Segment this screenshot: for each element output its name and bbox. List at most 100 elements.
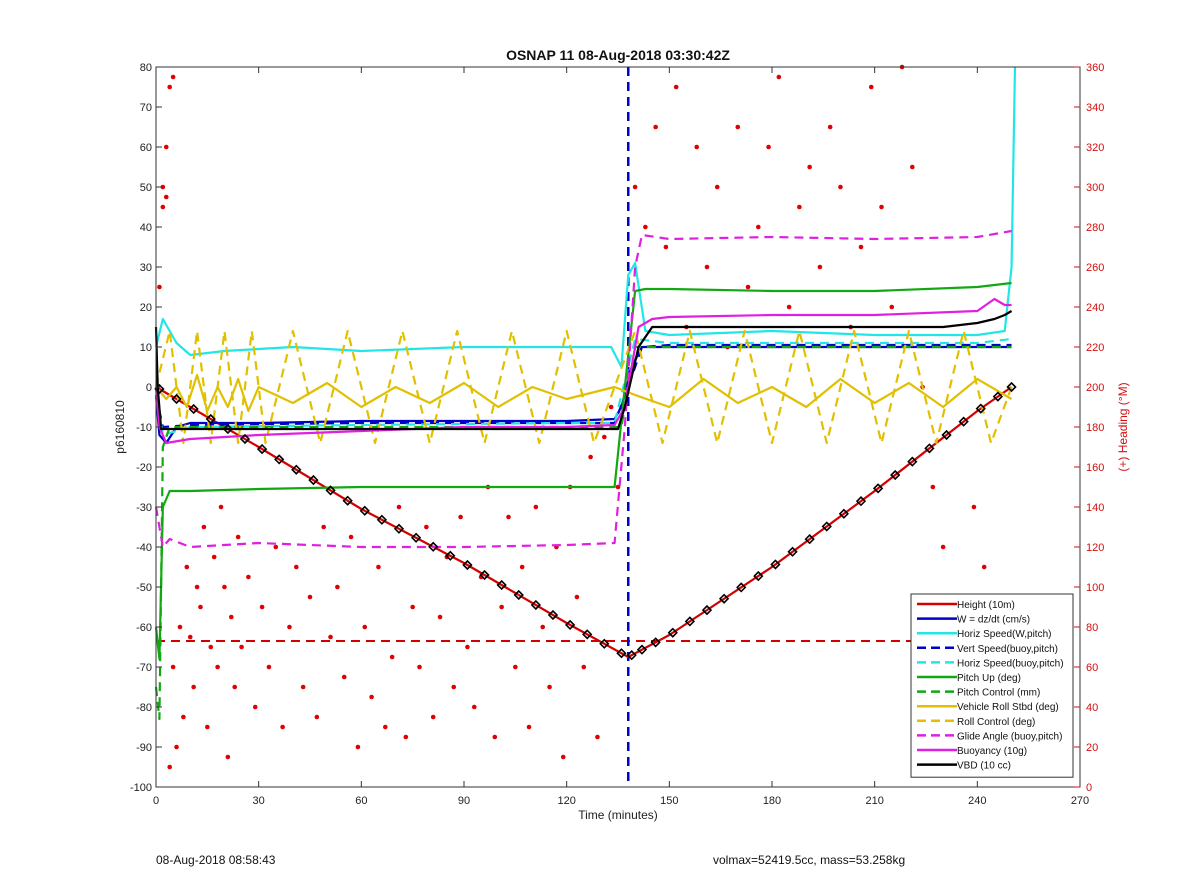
height-marker [496,579,507,591]
footer-stats: volmax=52419.5cc, mass=53.258kg [713,853,906,867]
y2-axis-label: (+) Heading (°M) [1116,382,1130,471]
height-marker [564,619,576,631]
heading-point [273,544,279,550]
heading-point [533,504,539,510]
heading-point [259,604,265,610]
heading-point [458,514,463,520]
y2-tick-label: 180 [1086,422,1104,434]
heading-point [602,434,607,440]
heading-point [437,614,443,620]
heading-point [766,144,771,150]
heading-point [540,624,546,630]
height-marker [718,593,730,604]
heading-point [417,664,422,670]
height-marker [479,569,490,581]
height-marker [855,496,867,507]
heading-point [170,664,176,670]
heading-point [355,744,361,750]
heading-point [208,644,214,650]
heading-point [868,84,874,90]
y2-tick-label: 160 [1086,462,1104,474]
heading-point [232,684,238,690]
height-marker [650,637,661,648]
legend-label-1: W = dz/dt (cm/s) [957,615,1030,626]
y2-tick-label: 340 [1086,102,1104,114]
y-tick-label: -50 [136,582,152,594]
y-tick-label: -90 [136,742,152,754]
heading-point [167,764,172,770]
heading-point [940,544,946,550]
heading-point [430,714,436,720]
heading-point [167,84,172,90]
heading-point [465,644,470,650]
height-marker [890,469,901,481]
heading-point [163,194,169,200]
height-marker [821,521,832,532]
heading-point [451,684,457,690]
heading-point [817,264,823,270]
heading-point [348,534,354,540]
heading-point [205,724,210,730]
y2-tick-label: 320 [1086,142,1104,154]
heading-point [181,714,186,720]
height-marker [342,495,353,506]
x-tick-label: 120 [557,795,575,807]
height-marker [547,609,559,621]
heading-point [673,84,679,90]
heading-point [506,514,511,520]
heading-point [547,684,552,690]
y2-tick-label: 80 [1086,622,1098,634]
heading-point [714,184,720,190]
legend-label-2: Horiz Speed(W,pitch) [957,629,1051,640]
heading-point [981,564,987,570]
height-marker [636,644,648,655]
heading-point [858,244,864,250]
y-tick-label: 80 [140,62,152,74]
heading-point [218,504,224,510]
x-tick-label: 270 [1071,795,1089,807]
heading-point [499,604,504,610]
heading-point [588,454,593,460]
heading-point [341,674,347,680]
heading-point [424,524,429,530]
height-marker [838,508,849,519]
heading-point [513,664,518,670]
legend-label-10: Buoyancy (10g) [957,746,1027,757]
y2-tick-label: 140 [1086,502,1104,514]
height-marker [325,485,336,496]
heading-point [560,754,566,760]
heading-point [222,584,227,590]
legend-label-11: VBD (10 cc) [957,761,1011,772]
height-marker [274,454,285,465]
heading-point [581,664,587,670]
heading-point [194,584,200,590]
y-tick-label: -10 [136,422,152,434]
heading-point [807,164,812,170]
height-marker [291,464,302,475]
heading-point [369,694,374,700]
height-marker [626,650,637,661]
y-tick-label: -100 [130,782,152,794]
y2-tick-label: 220 [1086,342,1104,354]
heading-point [376,564,381,570]
height-marker [667,627,678,638]
height-marker [239,433,251,445]
height-marker [222,423,233,435]
heading-point [335,584,340,590]
heading-point [838,184,843,190]
height-marker [599,638,610,649]
plot-area [154,64,1020,787]
heading-point [879,204,884,210]
legend: Height (10m) W = dz/dt (cm/s) Horiz Speed(… [910,593,1074,778]
y-tick-label: 50 [140,182,152,194]
series-line-8 [154,329,1013,445]
heading-point [198,604,203,610]
height-marker [428,541,439,552]
legend-label-5: Pitch Up (deg) [957,673,1021,684]
series-line-5 [154,281,1012,661]
height-marker [941,429,952,441]
heading-point [246,574,251,580]
heading-point [160,204,166,210]
y2-tick-label: 20 [1086,742,1098,754]
heading-point [786,304,792,310]
